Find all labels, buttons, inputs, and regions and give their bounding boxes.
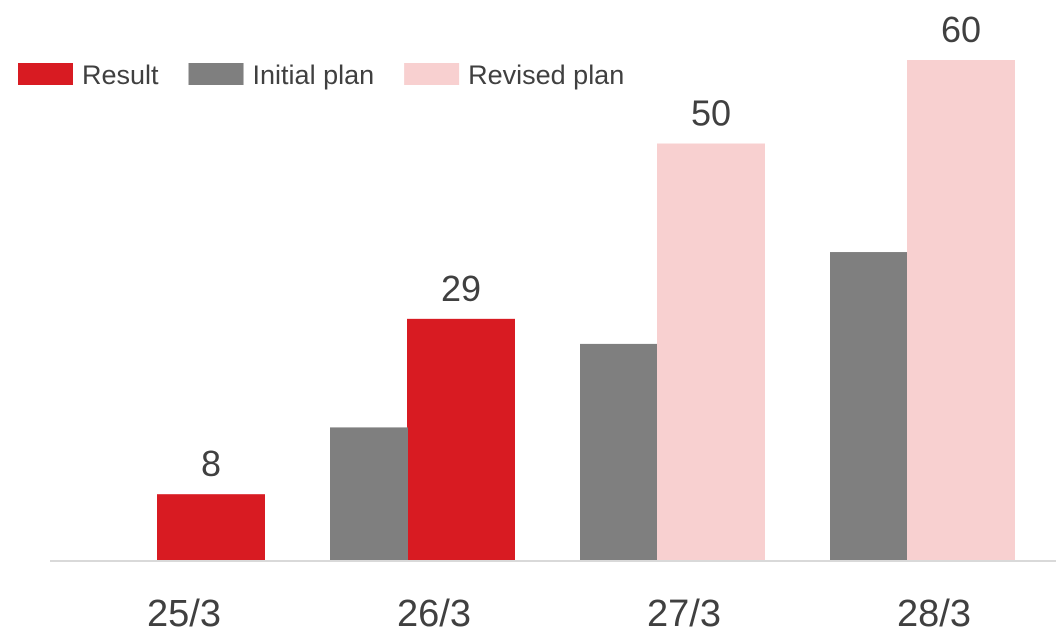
bar-initial-plan-27-3: [580, 343, 658, 561]
bar-revised-plan-28-3: [907, 60, 1015, 561]
data-labels-group: 8 29 50 60: [201, 9, 981, 484]
bar-revised-plan-27-3: [657, 143, 765, 561]
data-label-revised-plan-28-3: 60: [941, 9, 981, 50]
x-tick-label-25-3: 25/3: [147, 593, 221, 628]
x-tick-label-27-3: 27/3: [647, 593, 721, 628]
legend-swatch-result: [18, 63, 73, 85]
legend-label-result: Result: [82, 60, 159, 90]
bar-initial-plan-28-3: [830, 252, 908, 562]
bar-initial-plan-26-3: [330, 427, 408, 561]
x-tick-label-26-3: 26/3: [397, 593, 471, 628]
x-axis-tick-labels: 25/3 26/3 27/3 28/3: [147, 593, 971, 633]
bar-result-26-3: [407, 318, 515, 561]
legend-label-revised-plan: Revised plan: [468, 60, 624, 90]
legend-swatch-revised-plan: [404, 63, 460, 85]
data-label-result-25-3: 8: [201, 443, 221, 484]
bars-group: [157, 60, 1015, 562]
bar-result-25-3: [157, 494, 265, 561]
data-label-result-26-3: 29: [441, 268, 481, 309]
x-tick-label-28-3: 28/3: [897, 593, 971, 628]
legend-swatch-initial-plan: [188, 63, 244, 85]
data-label-revised-plan-27-3: 50: [691, 93, 731, 134]
legend-label-initial-plan: Initial plan: [253, 60, 375, 90]
legend: Result Initial plan Revised plan: [18, 60, 624, 90]
